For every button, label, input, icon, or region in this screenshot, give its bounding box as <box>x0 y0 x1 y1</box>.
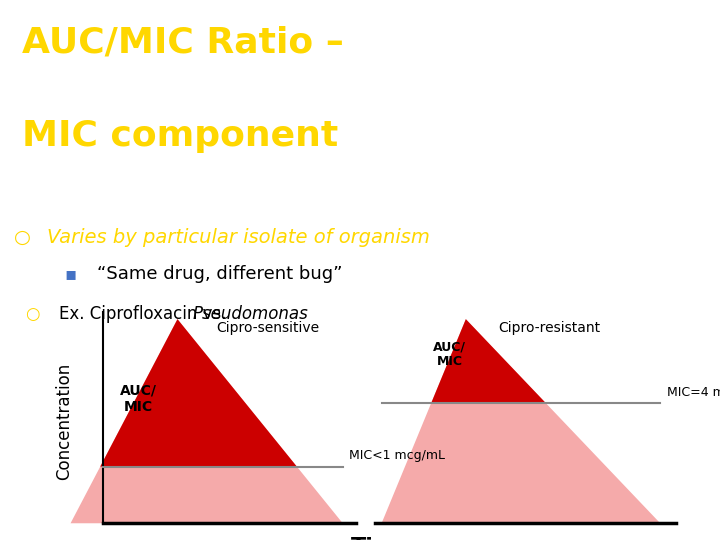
Text: ▪: ▪ <box>65 265 77 282</box>
Text: Concentration: Concentration <box>55 362 73 480</box>
Text: Cipro-resistant: Cipro-resistant <box>498 321 600 335</box>
Text: Time: Time <box>351 537 413 540</box>
Text: “Same drug, different bug”: “Same drug, different bug” <box>97 265 343 282</box>
Text: Pseudomonas: Pseudomonas <box>192 306 308 323</box>
Polygon shape <box>71 319 343 523</box>
Text: AUC/
MIC: AUC/ MIC <box>120 383 157 414</box>
Text: ○: ○ <box>14 228 32 247</box>
Text: MIC component: MIC component <box>22 119 338 153</box>
Text: MIC<1 mcg/mL: MIC<1 mcg/mL <box>349 449 445 462</box>
Text: AUC/
MIC: AUC/ MIC <box>433 340 466 368</box>
Polygon shape <box>431 319 546 403</box>
Text: AUC/MIC Ratio –: AUC/MIC Ratio – <box>22 26 343 60</box>
Text: Ex. Ciprofloxacin vs.: Ex. Ciprofloxacin vs. <box>59 306 232 323</box>
Polygon shape <box>100 319 297 467</box>
Text: Varies by particular isolate of organism: Varies by particular isolate of organism <box>47 228 430 247</box>
Text: MIC=4 mcg/mL: MIC=4 mcg/mL <box>667 386 720 399</box>
Polygon shape <box>382 319 660 523</box>
Text: Cipro-sensitive: Cipro-sensitive <box>216 321 320 335</box>
Text: ○: ○ <box>25 306 40 323</box>
